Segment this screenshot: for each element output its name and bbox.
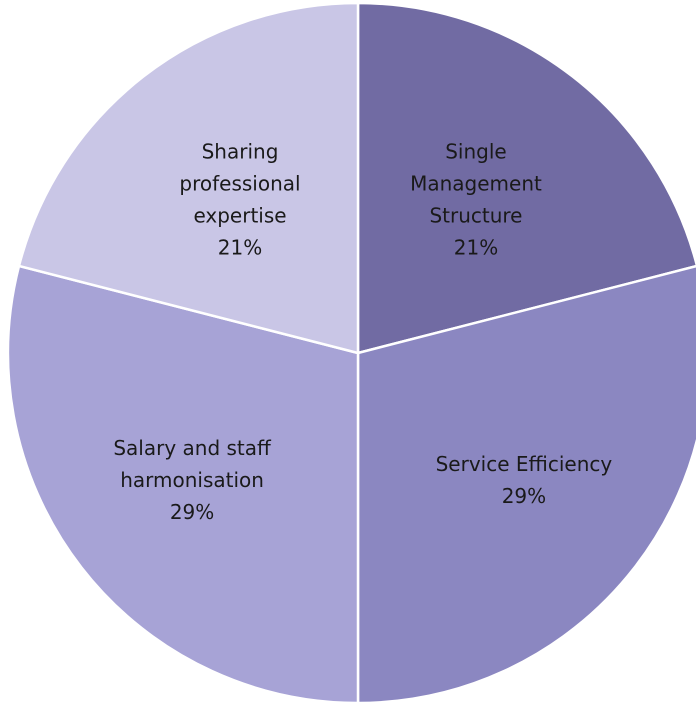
slice-category-label: Management — [410, 171, 542, 195]
pie-slice-2 — [6, 264, 360, 703]
slice-category-label: Service Efficiency — [436, 452, 613, 476]
slice-label-2: Salary and staff harmonisation 29% — [113, 436, 272, 524]
slice-category-label: Structure — [429, 203, 522, 227]
slice-category-label: harmonisation — [120, 468, 264, 492]
slice-percent-label: 21% — [454, 235, 498, 259]
slice-category-label: Sharing — [202, 139, 279, 163]
slice-percent-label: 21% — [218, 235, 262, 259]
pie-slice-1 — [356, 264, 696, 703]
slice-label-1: Service Efficiency 29% — [436, 452, 613, 508]
pie-slices — [6, 1, 696, 703]
pie-labels: Single Management Structure 21% Service Effi… — [113, 139, 612, 524]
pie-slice-3 — [17, 1, 360, 355]
slice-label-0: Single Management Structure 21% — [410, 139, 542, 259]
slice-category-label: Salary and staff — [113, 436, 272, 460]
slice-category-label: professional — [179, 171, 300, 195]
slice-label-3: Sharing professional expertise 21% — [179, 139, 300, 259]
slice-percent-label: 29% — [170, 500, 214, 524]
slice-percent-label: 29% — [502, 484, 546, 508]
pie-slice-0 — [356, 1, 696, 355]
slice-category-label: Single — [445, 139, 506, 163]
slice-category-label: expertise — [193, 203, 286, 227]
